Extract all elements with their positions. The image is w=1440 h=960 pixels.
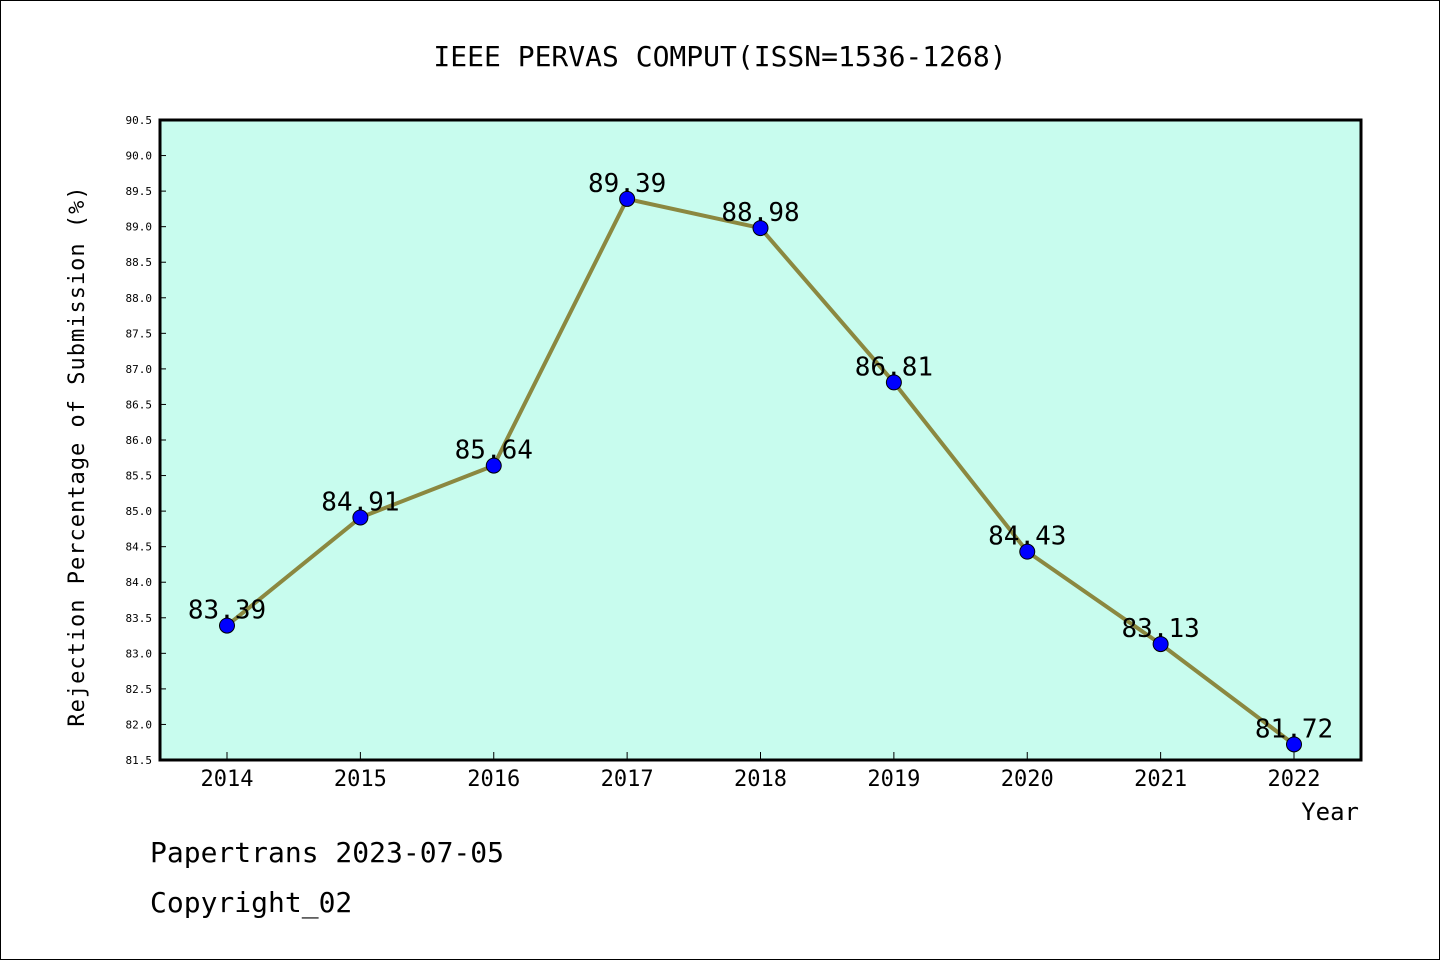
y-tick-label: 82.0 xyxy=(126,718,153,731)
data-label: 83.13 xyxy=(1121,614,1199,644)
chart-title: IEEE PERVAS COMPUT(ISSN=1536-1268) xyxy=(433,40,1006,73)
y-tick-label: 83.0 xyxy=(126,647,153,660)
y-tick-label: 86.5 xyxy=(126,398,153,411)
x-tick-label: 2016 xyxy=(467,767,520,792)
data-label: 84.91 xyxy=(321,488,399,518)
data-label: 84.43 xyxy=(988,522,1066,552)
y-axis: 81.5 82.0 82.5 83.0 83.5 84.0 84.5 85.0 85.5 86.0… xyxy=(126,114,166,767)
data-point xyxy=(1152,636,1169,653)
y-tick-label: 86.0 xyxy=(126,434,153,447)
x-tick-label: 2014 xyxy=(201,767,254,792)
y-tick-label: 88.5 xyxy=(126,256,153,269)
y-tick-label: 89.5 xyxy=(126,185,153,198)
series-layer: 83.39 84.91 85.64 89.39 88.98 86.81 84.43 83.13… xyxy=(188,169,1333,753)
footer-date: Papertrans 2023-07-05 xyxy=(150,836,505,869)
y-tick-label: 85.0 xyxy=(126,505,153,518)
data-point xyxy=(1019,543,1036,560)
x-axis-label: Year xyxy=(1301,798,1359,826)
y-tick-label: 90.5 xyxy=(126,114,153,127)
data-label: 81.72 xyxy=(1255,714,1333,744)
y-tick-label: 81.5 xyxy=(126,754,153,767)
y-tick-label: 85.5 xyxy=(126,470,153,483)
y-tick-label: 84.0 xyxy=(126,576,153,589)
data-point xyxy=(619,190,636,207)
y-tick-label: 89.0 xyxy=(126,221,153,234)
data-label: 88.98 xyxy=(721,198,799,228)
data-label: 86.81 xyxy=(855,352,933,382)
data-label: 85.64 xyxy=(455,436,533,466)
y-tick-label: 87.0 xyxy=(126,363,153,376)
x-tick-label: 2015 xyxy=(334,767,387,792)
y-tick-label: 88.0 xyxy=(126,292,153,305)
data-point xyxy=(219,617,235,634)
y-tick-label: 84.5 xyxy=(126,541,153,554)
x-tick-label: 2020 xyxy=(1001,767,1054,792)
x-tick-label: 2022 xyxy=(1268,767,1321,792)
data-point xyxy=(485,457,502,474)
x-tick-label: 2018 xyxy=(734,767,787,792)
y-tick-label: 90.0 xyxy=(126,150,153,163)
data-point xyxy=(352,509,369,526)
data-label: 83.39 xyxy=(188,596,266,626)
y-axis-label: Rejection Percentage of Submission (%) xyxy=(65,185,90,726)
y-tick-label: 82.5 xyxy=(126,683,153,696)
x-tick-label: 2021 xyxy=(1134,767,1187,792)
data-point xyxy=(885,374,902,391)
x-tick-label: 2019 xyxy=(867,767,920,792)
x-axis: 2014 2015 2016 2017 2018 2019 2020 2021 2022 xyxy=(201,752,1321,792)
footer-copyright: Copyright_02 xyxy=(150,886,353,919)
data-point xyxy=(1286,736,1302,753)
data-label: 89.39 xyxy=(588,169,666,199)
data-point xyxy=(752,220,769,237)
y-tick-label: 87.5 xyxy=(126,327,153,340)
x-tick-label: 2017 xyxy=(601,767,654,792)
y-tick-label: 83.5 xyxy=(126,612,153,625)
